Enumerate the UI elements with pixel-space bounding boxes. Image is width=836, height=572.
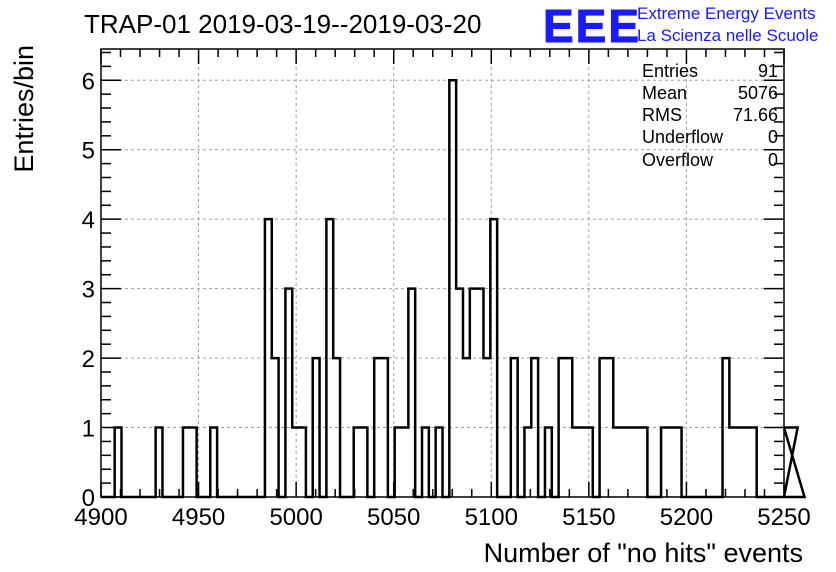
y-tick-label: 3 <box>82 277 95 304</box>
eee-logo: EEE Extreme Energy Events La Scienza nel… <box>543 0 819 53</box>
x-tick-label: 5000 <box>269 504 322 531</box>
stat-underflow-value: 0 <box>768 127 778 147</box>
stat-overflow-value: 0 <box>768 150 778 170</box>
axis-ticks <box>100 49 785 498</box>
y-tick-label: 0 <box>82 485 95 512</box>
x-tick-label: 4950 <box>172 504 225 531</box>
x-tick-label: 4900 <box>74 504 127 531</box>
stat-rms-value: 71.66 <box>733 105 778 125</box>
stat-mean-value: 5076 <box>738 83 778 103</box>
y-tick-label: 5 <box>82 138 95 165</box>
histogram-outline <box>101 79 807 499</box>
stat-underflow-label: Underflow <box>642 127 724 147</box>
logo-line-2: La Scienza nelle Scuole <box>637 26 818 45</box>
grid-lines <box>101 49 784 497</box>
y-axis-label: Entries/bin <box>9 45 39 173</box>
x-tick-label: 5100 <box>465 504 518 531</box>
x-tick-label: 5150 <box>562 504 615 531</box>
logo-acronym: EEE <box>543 0 641 52</box>
stat-rms-label: RMS <box>642 105 682 125</box>
y-tick-labels: 0 1 2 3 4 5 6 <box>82 68 95 512</box>
stat-mean-label: Mean <box>642 83 687 103</box>
x-tick-label: 5200 <box>660 504 713 531</box>
x-tick-label: 5050 <box>367 504 420 531</box>
stat-entries-value: 91 <box>758 61 778 81</box>
x-axis-label: Number of "no hits" events <box>484 538 803 568</box>
stat-overflow-label: Overflow <box>642 150 714 170</box>
stat-entries-label: Entries <box>642 61 698 81</box>
y-tick-label: 6 <box>82 68 95 95</box>
y-tick-label: 2 <box>82 346 95 373</box>
y-tick-label: 1 <box>82 416 95 443</box>
stats-box: Entries 91 Mean 5076 RMS 71.66 Underflow… <box>642 61 778 170</box>
y-tick-label: 4 <box>82 207 95 234</box>
x-tick-label: 5250 <box>757 504 810 531</box>
chart-title: TRAP-01 2019-03-19--2019-03-20 <box>84 9 481 39</box>
x-tick-labels: 4900 4950 5000 5050 5100 5150 5200 5250 <box>74 504 810 531</box>
logo-line-1: Extreme Energy Events <box>637 4 816 23</box>
